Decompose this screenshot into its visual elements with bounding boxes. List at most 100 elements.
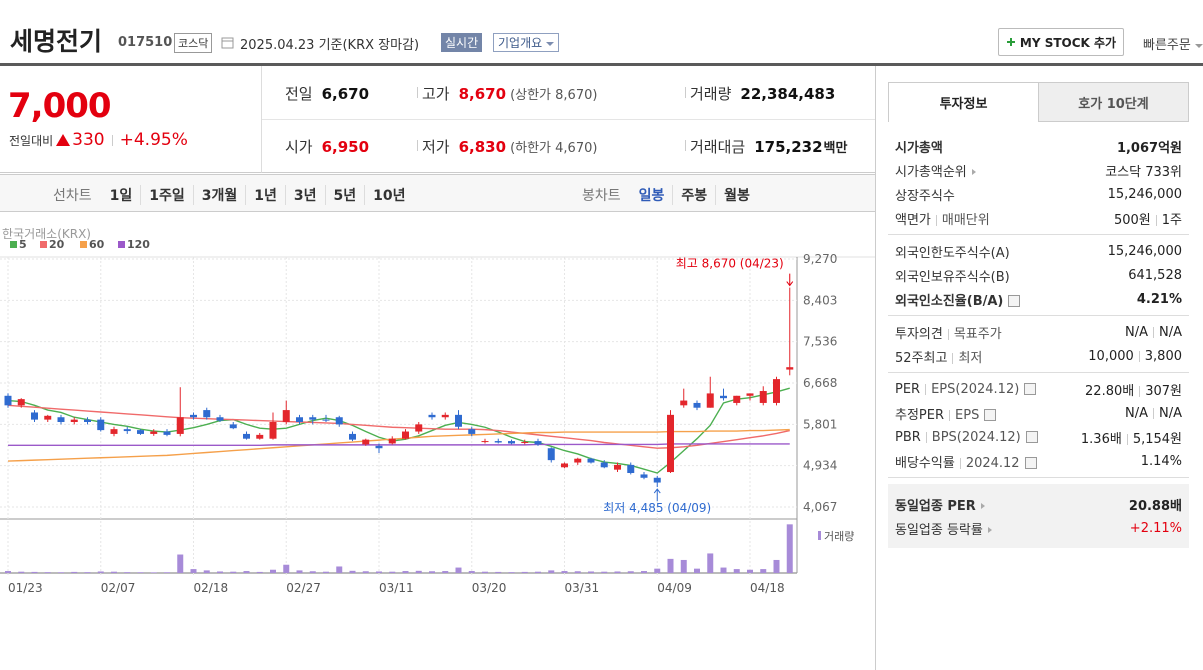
- side-tabs: 투자정보 호가 10단계: [888, 82, 1189, 122]
- label-part: 2024.12: [965, 455, 1020, 471]
- volume-bar: [773, 559, 780, 573]
- x-tick-label: 02/07: [101, 581, 136, 595]
- row-value: 15,246,000: [1108, 244, 1182, 259]
- link-arrow[interactable]: [987, 527, 992, 533]
- info-row: PER EPS(2024.12) 22.80배 307원: [888, 377, 1189, 401]
- info-group: 외국인한도주식수(A) 15,246,000 외국인보유주식수(B) 641,528 외…: [888, 235, 1189, 316]
- help-icon[interactable]: [984, 409, 997, 421]
- volume-bar: [296, 570, 303, 573]
- side-tab[interactable]: 호가 10단계: [1039, 82, 1189, 122]
- candle-body: [574, 458, 582, 463]
- candle-body: [216, 417, 224, 421]
- quick-order[interactable]: 빠른주문: [1143, 34, 1203, 53]
- chart-tab[interactable]: 1주일: [140, 185, 193, 205]
- volume-bar: [190, 569, 197, 573]
- x-tick-label: 04/18: [750, 581, 785, 595]
- info-label: 고가: [422, 85, 450, 103]
- row-value: 15,246,000: [1108, 187, 1182, 202]
- info-value: 6,670: [321, 85, 370, 103]
- chart-tab[interactable]: 3개월: [192, 185, 246, 205]
- chart-tab[interactable]: 3년: [284, 185, 325, 205]
- candle-body: [587, 458, 595, 463]
- candle-body: [282, 410, 290, 423]
- separator: [1153, 326, 1154, 338]
- volume-bar: [641, 571, 647, 573]
- dropdown-arrow: [1194, 43, 1203, 48]
- side-tab[interactable]: 투자정보: [888, 82, 1039, 122]
- volume-bar: [243, 571, 250, 573]
- info-row: 배당수익률 2024.12 1.14%: [888, 449, 1189, 473]
- help-icon[interactable]: [1024, 383, 1037, 395]
- chart-tab[interactable]: 주봉: [672, 185, 715, 205]
- help-icon[interactable]: [1024, 457, 1037, 469]
- info-note: (상한가 8,670): [510, 88, 598, 103]
- row-label: 외국인소진율(B/A): [895, 290, 1021, 309]
- value-part: 10,000: [1088, 348, 1134, 364]
- current-price: 7,000: [8, 86, 112, 126]
- chart-tab[interactable]: 10년: [364, 185, 413, 205]
- chart-tab[interactable]: 5년: [324, 185, 365, 205]
- row-value: +2.11%: [1130, 521, 1182, 536]
- calendar-icon: [221, 37, 234, 49]
- candle-body: [521, 442, 529, 444]
- value-part: 15,246,000: [1107, 243, 1182, 259]
- chart-tab[interactable]: 1년: [245, 185, 285, 205]
- candle-body: [494, 441, 502, 443]
- volume-bar: [362, 571, 369, 573]
- info-label: 시가: [285, 138, 313, 156]
- x-tick-label: 04/09: [657, 581, 692, 595]
- info-label: 전일: [285, 85, 313, 103]
- candle-body: [759, 391, 767, 403]
- info-row: 상장주식수 15,246,000: [888, 182, 1189, 206]
- info-item: 전일 6,670: [285, 83, 369, 104]
- help-icon[interactable]: [1025, 431, 1038, 443]
- chart-tab[interactable]: 일봉: [638, 188, 665, 204]
- volume-bar: [124, 572, 131, 573]
- chart-tab[interactable]: 1일: [109, 188, 133, 204]
- info-item: 고가 8,670 (상한가 8,670): [417, 83, 598, 104]
- candle-body: [137, 430, 144, 434]
- label-part: EPS: [955, 407, 980, 423]
- volume-bar: [309, 571, 316, 573]
- volume-bar: [588, 571, 594, 573]
- volume-bar: [521, 571, 528, 573]
- volume-bar: [5, 571, 11, 573]
- info-row: 액면가 매매단위 500원 1주: [888, 206, 1189, 230]
- help-icon[interactable]: [1008, 295, 1021, 307]
- volume-bar: [217, 571, 223, 573]
- change-rate: +4.95%: [119, 130, 188, 150]
- chart-tab[interactable]: 월봉: [715, 185, 758, 205]
- dropdown-arrow: [546, 41, 555, 46]
- candle-body: [322, 419, 330, 421]
- moving-average-line: [7, 387, 790, 474]
- volume-bar: [786, 524, 793, 573]
- change-label: 전일대비: [9, 133, 54, 148]
- info-row: 외국인소진율(B/A) 4.21%: [888, 287, 1189, 311]
- label-part: 배당수익률: [895, 455, 955, 471]
- candle-body: [468, 429, 476, 434]
- stock-name: 세명전기: [10, 27, 103, 56]
- info-row: 투자의견 목표주가 N/A N/A: [888, 320, 1189, 344]
- row-value: 22.80배 307원: [1085, 380, 1182, 399]
- overview-dropdown[interactable]: 기업개요: [493, 33, 560, 52]
- candle-body: [534, 441, 542, 445]
- row-value: 코스닥 733위: [1105, 161, 1182, 180]
- volume-bar: [482, 571, 488, 573]
- row-label: 52주최고 최저: [895, 347, 982, 366]
- market-badge: 코스닥: [174, 33, 213, 53]
- value-part: 1.14%: [1140, 453, 1182, 469]
- mystock-button[interactable]: MY STOCK 추가: [998, 28, 1124, 56]
- row-value: 1.14%: [1141, 454, 1182, 469]
- info-group: PER EPS(2024.12) 22.80배 307원 추정PER EPS N/A N/A P…: [888, 373, 1189, 478]
- candle-body: [296, 417, 303, 423]
- volume-bar: [44, 572, 51, 573]
- volume-bar: [747, 569, 753, 573]
- realtime-button[interactable]: 실시간: [441, 33, 483, 52]
- legend-swatch: [10, 241, 17, 248]
- candle-body: [110, 429, 118, 434]
- link-arrow[interactable]: [980, 503, 985, 509]
- y-tick-label: 5,801: [803, 417, 837, 431]
- row-label: 상장주식수: [895, 185, 955, 204]
- label-part: 최저: [958, 350, 983, 366]
- link-arrow[interactable]: [971, 169, 976, 175]
